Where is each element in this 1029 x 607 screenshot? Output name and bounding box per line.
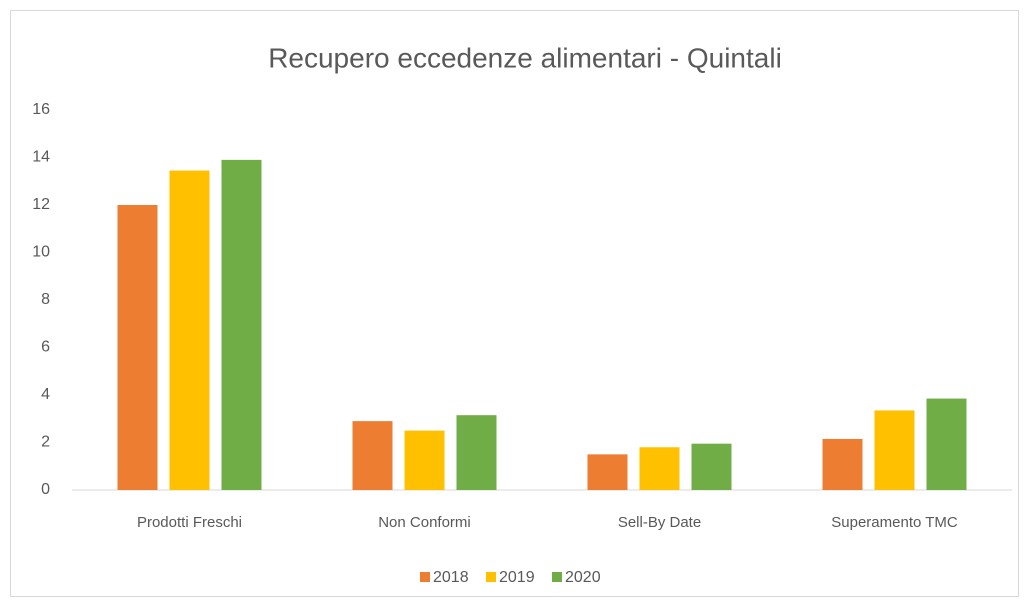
bar: [221, 159, 262, 490]
legend-label: 2019: [499, 569, 535, 586]
bar: [117, 205, 158, 490]
y-tick-label: 0: [41, 481, 50, 498]
bar: [456, 415, 497, 490]
bar: [822, 438, 863, 490]
y-tick-label: 10: [32, 244, 50, 261]
x-tick-label: Prodotti Freschi: [137, 514, 242, 531]
y-tick-label: 12: [32, 196, 50, 213]
chart-title: Recupero eccedenze alimentari - Quintali: [268, 42, 782, 73]
bar: [352, 421, 393, 490]
y-tick-label: 6: [41, 339, 50, 356]
y-tick-label: 4: [41, 386, 50, 403]
y-tick-label: 16: [32, 101, 50, 118]
bar: [926, 398, 967, 490]
x-tick-label: Sell-By Date: [618, 514, 701, 531]
legend-swatch: [552, 572, 562, 582]
y-tick-label: 8: [41, 291, 50, 308]
x-tick-label: Superamento TMC: [831, 514, 958, 531]
chart-border: [10, 10, 1019, 597]
bar: [169, 170, 210, 490]
bar: [587, 454, 628, 490]
y-tick-label: 14: [32, 149, 50, 166]
x-tick-label: Non Conformi: [378, 514, 471, 531]
legend-swatch: [420, 572, 430, 582]
bar: [874, 410, 915, 490]
y-tick-label: 2: [41, 434, 50, 451]
bar: [639, 447, 680, 490]
bar: [691, 443, 732, 490]
legend-label: 2020: [565, 569, 601, 586]
legend-swatch: [486, 572, 496, 582]
bar: [404, 430, 445, 490]
legend-label: 2018: [433, 569, 469, 586]
